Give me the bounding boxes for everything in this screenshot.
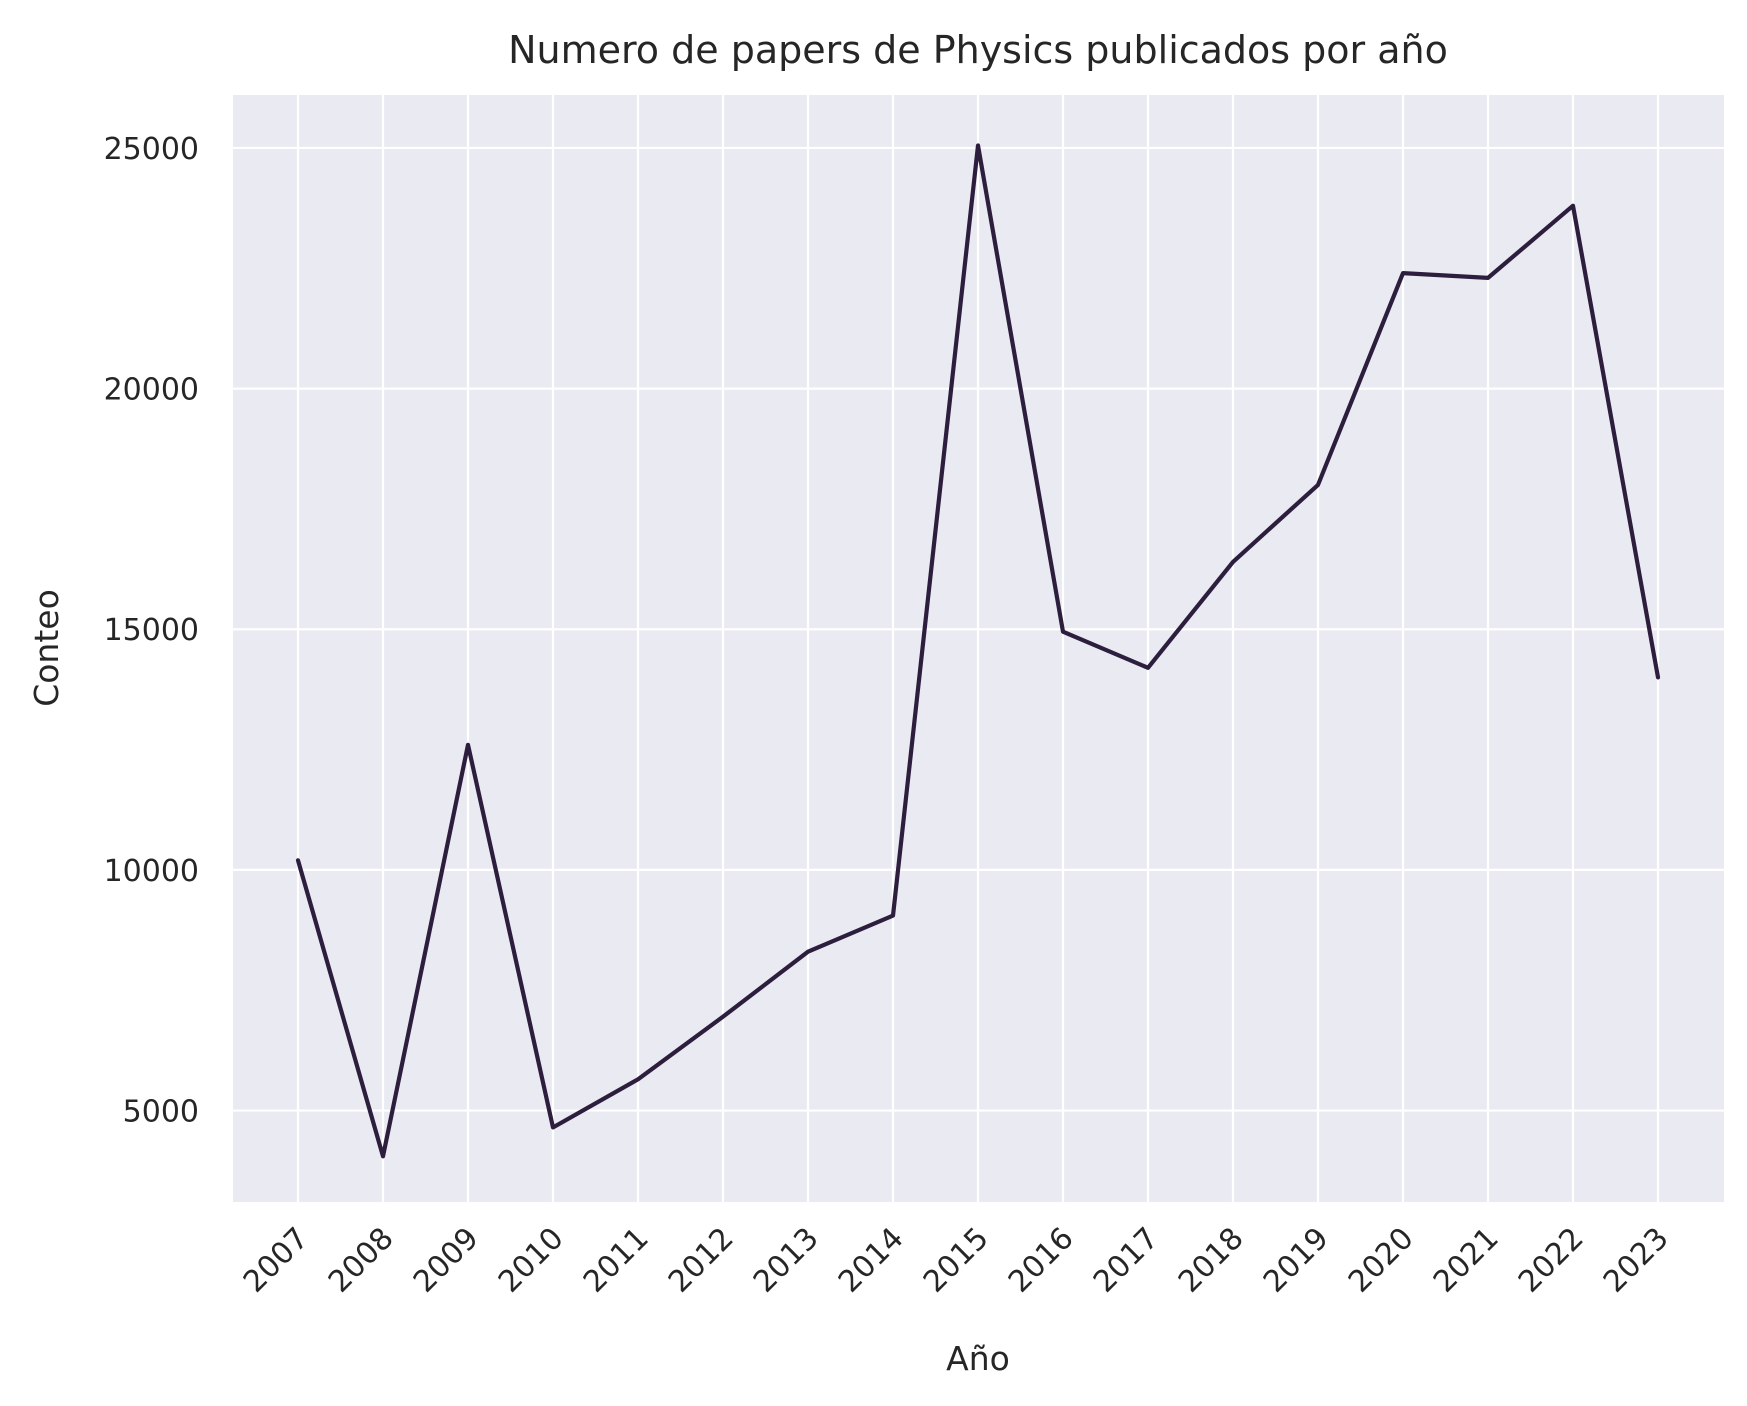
x-tick-label: 2018 bbox=[1172, 1221, 1251, 1300]
x-tick-label: 2014 bbox=[832, 1221, 911, 1300]
y-tick-label: 15000 bbox=[104, 613, 199, 648]
x-axis-label: Año bbox=[946, 1339, 1010, 1378]
x-tick-label: 2019 bbox=[1257, 1221, 1336, 1300]
x-tick-label: 2007 bbox=[237, 1221, 316, 1300]
chart-title: Numero de papers de Physics publicados p… bbox=[508, 28, 1448, 72]
x-tick-label: 2010 bbox=[492, 1221, 571, 1300]
x-tick-label: 2020 bbox=[1342, 1221, 1421, 1300]
x-tick-label: 2013 bbox=[747, 1221, 826, 1300]
y-tick-label: 10000 bbox=[104, 854, 199, 889]
x-tick-label: 2009 bbox=[407, 1221, 486, 1300]
x-tick-label: 2021 bbox=[1427, 1221, 1506, 1300]
x-tick-label: 2023 bbox=[1597, 1221, 1676, 1300]
x-tick-labels: 2007 2008 2009 2010 2011 2012 2013 2014 2015 2016… bbox=[237, 1221, 1676, 1300]
x-tick-label: 2022 bbox=[1512, 1221, 1591, 1300]
x-tick-label: 2008 bbox=[322, 1221, 401, 1300]
x-tick-label: 2015 bbox=[917, 1221, 996, 1300]
y-tick-label: 20000 bbox=[104, 373, 199, 408]
y-tick-labels: 5000 10000 15000 20000 25000 bbox=[104, 132, 199, 1130]
series-layer bbox=[295, 143, 1661, 1159]
y-tick-label: 25000 bbox=[104, 132, 199, 167]
y-axis-label: Conteo bbox=[27, 589, 66, 707]
x-tick-label: 2011 bbox=[577, 1221, 656, 1300]
x-tick-label: 2017 bbox=[1087, 1221, 1166, 1300]
y-tick-label: 5000 bbox=[123, 1095, 199, 1130]
series-line bbox=[295, 143, 1661, 1159]
x-tick-label: 2012 bbox=[662, 1221, 741, 1300]
x-tick-label: 2016 bbox=[1002, 1221, 1081, 1300]
